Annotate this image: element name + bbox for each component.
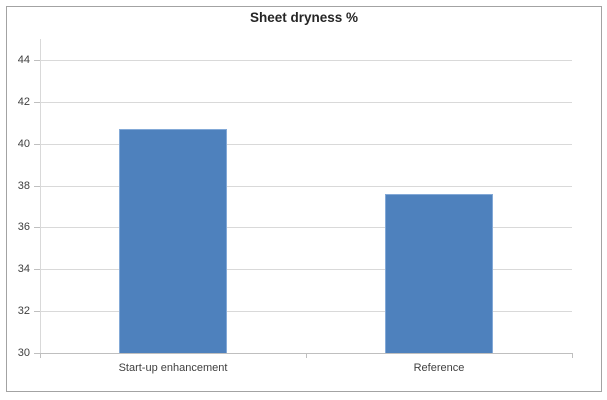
chart-title: Sheet dryness % [249, 10, 359, 25]
y-axis-tick-label: 42 [17, 95, 30, 108]
y-axis-tick-label: 30 [17, 347, 30, 359]
x-axis-tick-mark [40, 354, 41, 358]
y-axis-tick-mark [34, 101, 40, 103]
gridline [40, 269, 572, 271]
x-axis-line [40, 353, 573, 354]
y-axis-tick-mark [34, 269, 40, 271]
chart-frame-border [6, 6, 602, 392]
category-label: Reference [413, 362, 465, 374]
y-axis-tick-mark [34, 227, 40, 229]
gridline [40, 59, 572, 61]
gridline [40, 101, 572, 103]
gridline [40, 143, 572, 145]
y-axis-tick-mark [34, 59, 40, 61]
category-label: Start-up enhancement [118, 362, 228, 374]
y-axis-tick-mark [34, 311, 40, 313]
y-axis-tick-label: 34 [17, 263, 30, 276]
x-axis-tick-mark [572, 354, 573, 358]
y-axis-tick-label: 32 [17, 305, 30, 318]
gridline [40, 227, 572, 229]
y-axis-tick-mark [34, 143, 40, 145]
y-axis-tick-mark [34, 185, 40, 187]
y-axis-line [40, 39, 41, 353]
y-axis-tick-label: 36 [17, 221, 30, 234]
y-axis-tick-label: 38 [17, 179, 30, 192]
y-axis-tick-label: 44 [17, 53, 30, 66]
y-axis-tick-label: 40 [17, 137, 30, 150]
bar [119, 129, 227, 353]
x-axis-tick-mark [306, 354, 307, 358]
gridline [40, 185, 572, 187]
y-axis-tick-mark [34, 353, 40, 354]
gridline [40, 311, 572, 313]
bar [385, 193, 493, 353]
